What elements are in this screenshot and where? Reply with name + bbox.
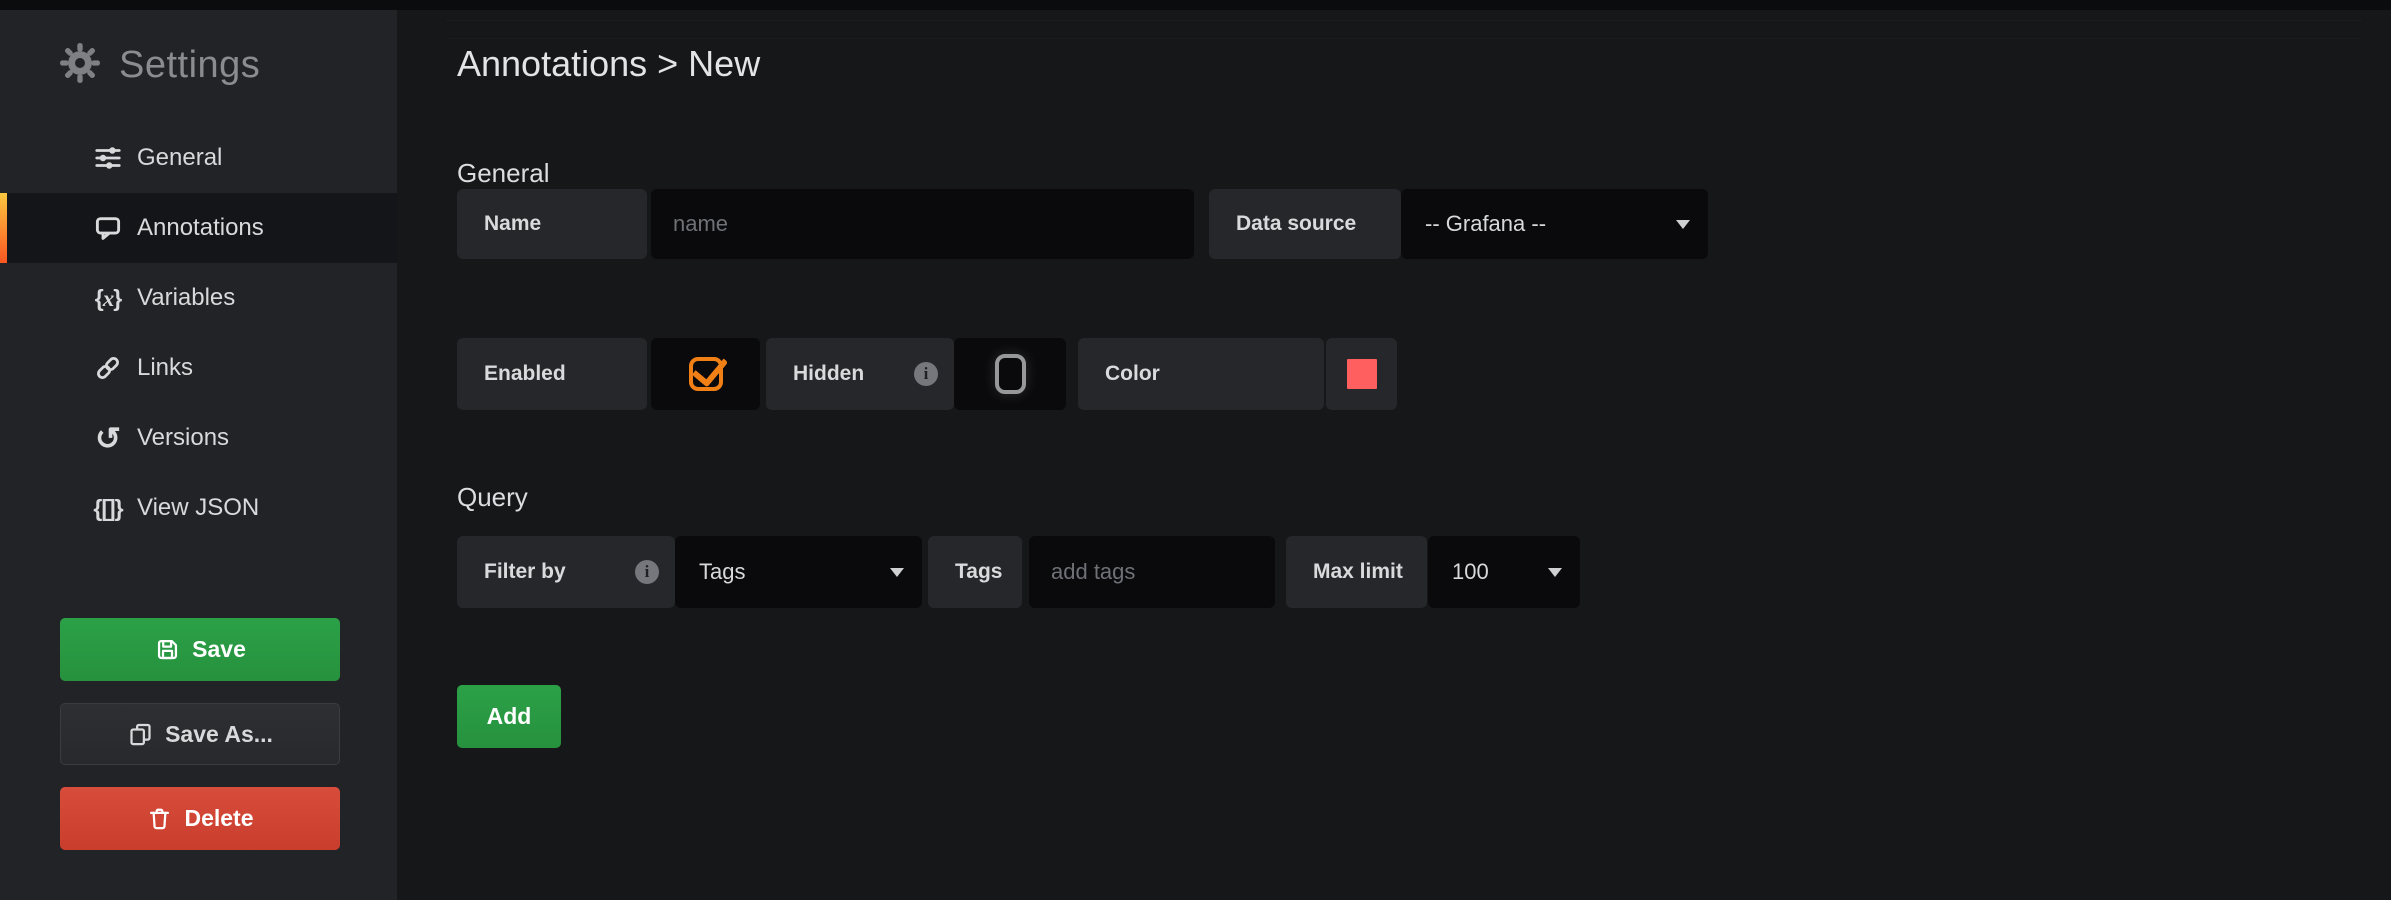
settings-sidebar: Settings General Annotations: [0, 10, 397, 900]
info-icon[interactable]: i: [914, 362, 938, 386]
filter-by-select[interactable]: Tags: [675, 536, 922, 608]
general-section-heading: General: [457, 158, 550, 188]
sidebar-item-view-json[interactable]: {[]} View JSON: [0, 473, 397, 543]
variables-icon: {x}: [94, 284, 122, 311]
sidebar-title: Settings: [119, 44, 261, 86]
annotations-settings-main: Annotations > New General Name Data sour…: [397, 10, 2391, 900]
general-row-name-datasource: Name Data source -- Grafana --: [457, 189, 1708, 259]
checkbox-unchecked-icon: [994, 354, 1026, 394]
query-section-heading: Query: [457, 482, 528, 512]
save-as-button-label: Save As...: [165, 720, 273, 747]
enabled-checkbox[interactable]: [651, 338, 760, 410]
filter-by-label: Filter by i: [457, 536, 675, 608]
gear-icon: [57, 40, 103, 91]
hidden-label: Hidden i: [766, 338, 954, 410]
max-limit-select[interactable]: 100: [1428, 536, 1580, 608]
floppy-icon: [154, 636, 181, 663]
trash-icon: [146, 805, 173, 832]
add-button[interactable]: Add: [457, 685, 561, 748]
checkbox-checked-icon: [688, 357, 723, 391]
info-icon[interactable]: i: [635, 560, 659, 584]
sidebar-item-label: General: [137, 144, 223, 171]
sidebar-item-variables[interactable]: {x} Variables: [0, 263, 397, 333]
add-button-label: Add: [486, 703, 532, 729]
filter-by-label-text: Filter by: [484, 560, 566, 583]
tags-input[interactable]: [1029, 536, 1275, 608]
general-row-toggles: Enabled Hidden i Color: [457, 338, 1397, 410]
sidebar-item-annotations[interactable]: Annotations: [0, 193, 397, 263]
comment-icon: [88, 213, 128, 243]
sidebar-item-label: Variables: [137, 284, 236, 311]
color-swatch[interactable]: [1346, 359, 1377, 389]
datasource-select-value: -- Grafana --: [1425, 211, 1547, 236]
tags-label: Tags: [928, 536, 1022, 608]
enabled-label: Enabled: [457, 338, 647, 410]
history-icon: ↺: [95, 420, 121, 456]
delete-button[interactable]: Delete: [60, 787, 340, 850]
datasource-label: Data source: [1209, 189, 1401, 259]
max-limit-select-value: 100: [1452, 559, 1489, 584]
delete-button-label: Delete: [184, 805, 254, 831]
hidden-label-text: Hidden: [793, 362, 865, 385]
sidebar-item-versions[interactable]: ↺ Versions: [0, 403, 397, 473]
settings-nav: General Annotations {x} Variables: [0, 123, 397, 543]
filter-by-select-value: Tags: [699, 559, 746, 584]
name-input[interactable]: [651, 189, 1194, 259]
save-as-button[interactable]: Save As...: [60, 703, 340, 765]
save-button-label: Save: [192, 636, 246, 662]
sidebar-item-general[interactable]: General: [0, 123, 397, 193]
settings-header: Settings: [57, 40, 260, 91]
save-button[interactable]: Save: [60, 618, 340, 681]
hidden-checkbox[interactable]: [954, 338, 1066, 410]
sidebar-item-label: Links: [137, 354, 194, 381]
color-label: Color: [1078, 338, 1324, 410]
sliders-icon: [88, 143, 128, 173]
page-title: Annotations > New: [457, 43, 761, 84]
name-label: Name: [457, 189, 647, 259]
sidebar-item-label: Versions: [137, 424, 230, 451]
color-picker[interactable]: [1326, 338, 1397, 410]
json-icon: {[]}: [93, 494, 123, 521]
query-row: Filter by i Tags Tags Max limit 100: [457, 536, 1580, 608]
link-icon: [88, 353, 128, 383]
datasource-select[interactable]: -- Grafana --: [1401, 189, 1708, 259]
copy-icon: [127, 721, 154, 748]
sidebar-item-label: View JSON: [137, 494, 260, 521]
sidebar-item-label: Annotations: [137, 214, 264, 241]
max-limit-label: Max limit: [1286, 536, 1427, 608]
top-strip: [0, 0, 2391, 10]
sidebar-item-links[interactable]: Links: [0, 333, 397, 403]
